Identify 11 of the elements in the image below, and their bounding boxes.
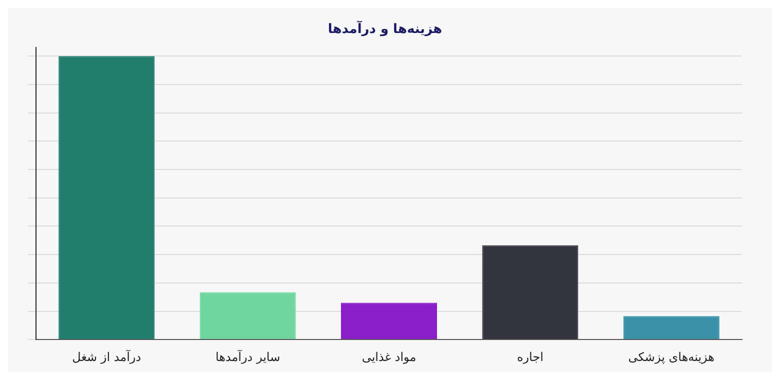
- bar: [623, 316, 720, 340]
- chart-title: هزینه‌ها و درآمدها: [328, 20, 442, 38]
- x-tick-label: هزینه‌های پزشکی: [628, 350, 714, 364]
- x-tick-label: اجاره: [516, 350, 544, 364]
- bar: [58, 56, 155, 340]
- x-tick-label: درآمد از شغل: [72, 348, 142, 364]
- bar: [482, 245, 578, 340]
- x-tick-label: مواد غذایی: [362, 350, 416, 364]
- bar: [200, 292, 296, 340]
- x-tick-label: سایر درآمدها: [215, 348, 280, 364]
- bar: [340, 302, 438, 340]
